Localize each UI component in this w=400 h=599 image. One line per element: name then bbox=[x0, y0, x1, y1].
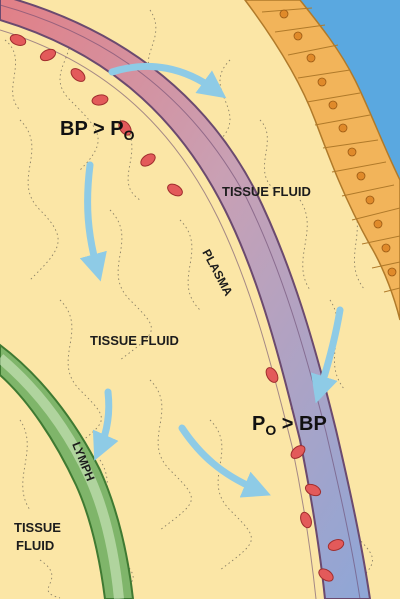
red-blood-cell-icon bbox=[39, 48, 57, 62]
red-blood-cell-icon bbox=[304, 483, 322, 497]
label-tissue-fluid-top: TISSUE FLUID bbox=[222, 184, 311, 199]
flow-arrow-icon bbox=[79, 161, 107, 282]
flow-arrow-icon bbox=[178, 424, 271, 498]
red-blood-cell-icon bbox=[118, 120, 132, 136]
red-blood-cell-icon bbox=[290, 445, 306, 459]
label-bp-gt-po: BP > PO bbox=[60, 118, 135, 143]
red-blood-cell-icon bbox=[70, 68, 86, 82]
label-tissue-fluid-center: TISSUE FLUID bbox=[90, 333, 179, 348]
red-blood-cell-icon bbox=[9, 34, 27, 46]
flow-arrows bbox=[79, 63, 344, 498]
red-blood-cell-icon bbox=[140, 153, 156, 167]
red-blood-cell-icon bbox=[318, 568, 334, 582]
epithelium bbox=[244, 0, 400, 321]
flow-arrow-icon bbox=[108, 63, 227, 99]
label-po-gt-bp: PO > BP bbox=[252, 413, 327, 438]
lymph-vessel bbox=[0, 343, 135, 599]
red-blood-cell-icon bbox=[327, 539, 345, 551]
red-blood-cell-icon bbox=[300, 511, 312, 529]
label-tissue-fluid-bottom-2: FLUID bbox=[16, 538, 54, 553]
flow-arrow-icon bbox=[92, 388, 119, 461]
flow-arrow-icon bbox=[310, 306, 344, 404]
red-blood-cell-icon bbox=[265, 367, 279, 383]
red-blood-cell-icon bbox=[167, 183, 183, 197]
red-blood-cells bbox=[9, 34, 345, 582]
lumen bbox=[300, 0, 400, 180]
red-blood-cell-icon bbox=[91, 94, 109, 106]
epithelial-cell-icon bbox=[279, 9, 397, 277]
label-tissue-fluid-bottom-1: TISSUE bbox=[14, 520, 61, 535]
